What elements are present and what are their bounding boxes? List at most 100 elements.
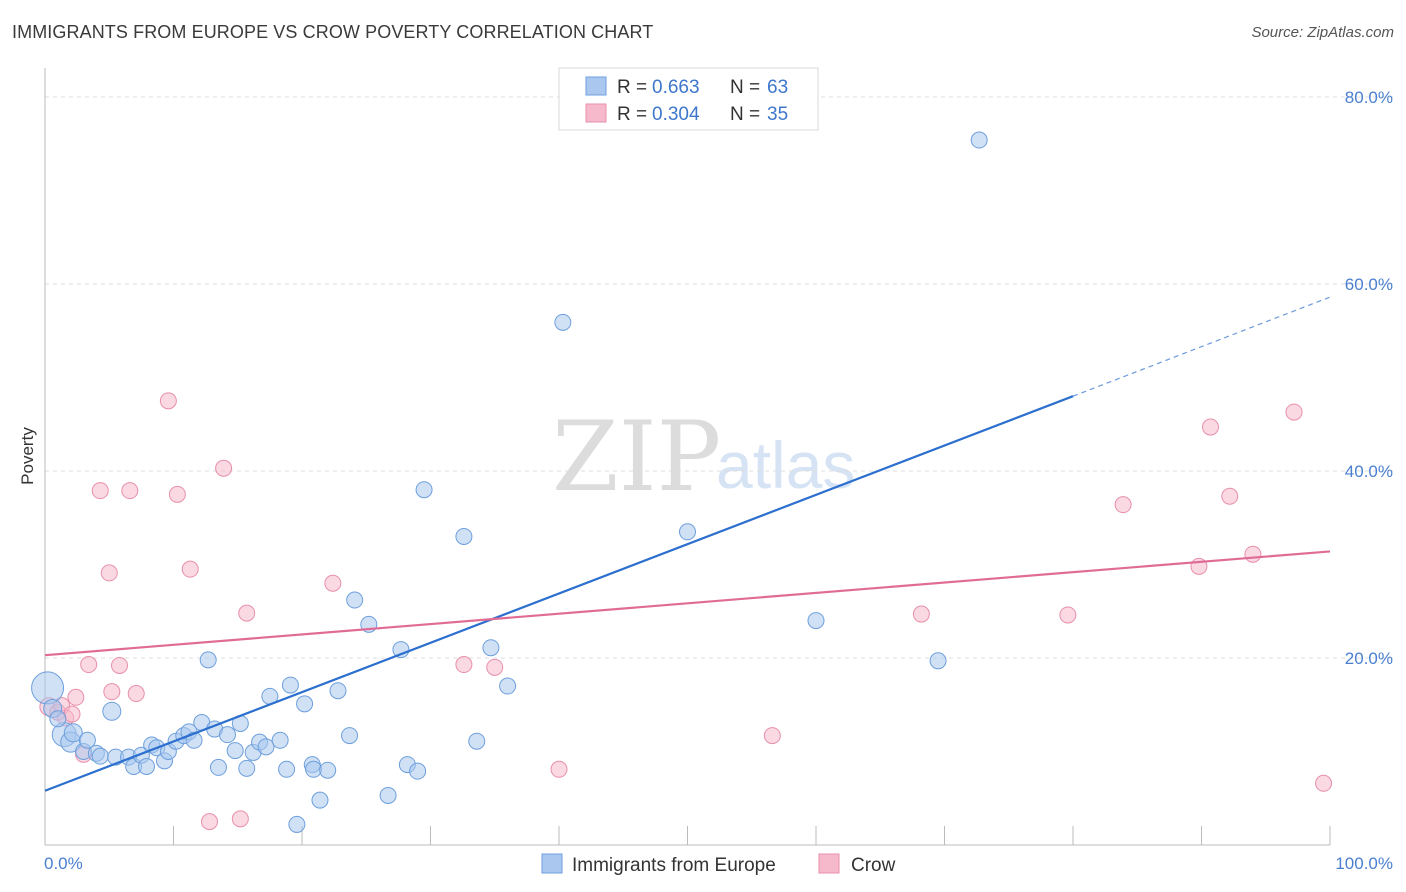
correlation-legend: R = 0.663 N = 63 R = 0.304 N = 35 <box>558 67 819 131</box>
crow-point-29 <box>1221 487 1239 505</box>
crow-point-15 <box>200 813 218 831</box>
crow-point-14 <box>181 560 199 578</box>
immigrants-point-40 <box>305 760 323 778</box>
immigrants-point-3 <box>63 723 83 743</box>
immigrants-point-47 <box>379 786 397 804</box>
immigrants-point-55 <box>499 677 517 695</box>
immigrants-point-52 <box>455 527 473 545</box>
immigrants-point-29 <box>238 759 256 777</box>
crow-point-20 <box>455 656 473 674</box>
legend-r-value-pink: 0.304 <box>652 104 700 125</box>
crow-point-32 <box>1315 774 1333 792</box>
legend-n-label-pink: N = <box>730 104 760 125</box>
crow-point-17 <box>231 810 249 828</box>
x-tick-label-max: 100.0% <box>1335 854 1393 873</box>
x-tick-labels: 0.0% 100.0% <box>44 854 1393 873</box>
immigrants-point-25 <box>209 758 227 776</box>
watermark-zip: ZIP <box>552 401 721 513</box>
immigrants-trend-extension <box>1072 296 1331 397</box>
immigrants-point-27 <box>226 742 244 760</box>
chart-title: IMMIGRANTS FROM EUROPE VS CROW POVERTY C… <box>12 22 654 42</box>
legend-r-label-blue: R = <box>617 77 647 98</box>
crow-point-24 <box>912 605 930 623</box>
immigrants-point-57 <box>679 523 696 541</box>
y-tick-label-40: 40.0% <box>1345 462 1393 481</box>
crow-point-18 <box>238 604 256 622</box>
crow-trend-line <box>44 550 1331 657</box>
crow-point-16 <box>215 459 233 477</box>
crow-point-28 <box>1201 418 1219 436</box>
immigrants-point-59 <box>929 652 947 670</box>
trend-lines <box>44 296 1331 792</box>
watermark-atlas: atlas <box>716 428 855 502</box>
crow-point-34 <box>63 705 81 723</box>
crow-point-3 <box>67 688 85 706</box>
crow-point-26 <box>1114 496 1132 514</box>
crow-point-5 <box>80 656 98 674</box>
immigrants-point-45 <box>346 591 364 609</box>
crow-point-23 <box>763 727 781 745</box>
legend-swatch-pink <box>585 103 607 123</box>
legend-n-label-blue: N = <box>730 77 760 98</box>
axes <box>44 68 1331 846</box>
immigrants-point-26 <box>218 726 236 744</box>
crow-point-12 <box>159 392 177 410</box>
immigrants-point-43 <box>329 682 347 700</box>
series-legend-label-pink: Crow <box>851 855 896 876</box>
y-tick-label-80: 80.0% <box>1345 88 1393 107</box>
crow-point-13 <box>168 485 186 503</box>
legend-swatch-blue <box>585 76 607 96</box>
immigrants-point-62 <box>49 710 67 728</box>
immigrants-point-41 <box>311 791 329 809</box>
immigrants-point-7 <box>91 747 109 765</box>
immigrants-point-32 <box>257 738 275 756</box>
source-label: Source: ZipAtlas.com <box>1251 24 1394 41</box>
legend-n-value-pink: 35 <box>767 104 788 125</box>
immigrants-point-36 <box>281 676 299 694</box>
crow-point-25 <box>1059 606 1077 624</box>
immigrants-point-42 <box>319 761 337 779</box>
crow-point-19 <box>324 574 342 592</box>
immigrants-points <box>31 131 988 833</box>
immigrants-point-34 <box>271 731 289 749</box>
immigrants-point-37 <box>288 815 306 833</box>
y-tick-label-60: 60.0% <box>1345 275 1393 294</box>
crow-point-30 <box>1244 545 1262 563</box>
immigrants-point-50 <box>409 762 427 780</box>
crow-point-8 <box>103 683 121 701</box>
immigrants-point-35 <box>278 760 296 778</box>
immigrants-point-58 <box>807 612 825 630</box>
series-legend-swatch-pink <box>818 853 840 874</box>
immigrants-point-38 <box>296 695 314 713</box>
crow-point-6 <box>91 482 109 500</box>
series-legend-label-blue: Immigrants from Europe <box>572 855 776 876</box>
x-tick-label-min: 0.0% <box>44 854 83 873</box>
series-legend: Immigrants from Europe Crow <box>541 853 896 876</box>
immigrants-point-5 <box>78 731 96 749</box>
y-tick-label-20: 20.0% <box>1345 649 1393 668</box>
immigrants-point-54 <box>482 639 500 657</box>
legend-r-label-pink: R = <box>617 104 647 125</box>
series-legend-swatch-blue <box>541 853 563 874</box>
immigrants-point-60 <box>970 131 988 149</box>
immigrants-point-56 <box>554 313 572 331</box>
immigrants-point-44 <box>341 727 359 745</box>
legend-r-value-blue: 0.663 <box>652 77 700 98</box>
crow-point-22 <box>550 760 568 778</box>
immigrants-point-21 <box>185 731 203 749</box>
immigrants-point-13 <box>138 757 156 775</box>
y-axis-title: Poverty <box>18 427 37 485</box>
crow-point-7 <box>100 564 118 582</box>
crow-point-21 <box>486 658 504 676</box>
crow-point-11 <box>127 685 145 703</box>
immigrants-point-0 <box>31 671 65 705</box>
immigrants-trend-line <box>44 395 1074 792</box>
immigrants-point-51 <box>415 481 433 499</box>
legend-n-value-blue: 63 <box>767 77 788 98</box>
y-tick-labels: 20.0% 40.0% 60.0% 80.0% <box>1345 88 1393 668</box>
gridlines <box>45 96 1393 659</box>
immigrants-point-8 <box>102 701 122 721</box>
crow-point-10 <box>121 482 139 500</box>
crow-point-31 <box>1285 403 1303 421</box>
